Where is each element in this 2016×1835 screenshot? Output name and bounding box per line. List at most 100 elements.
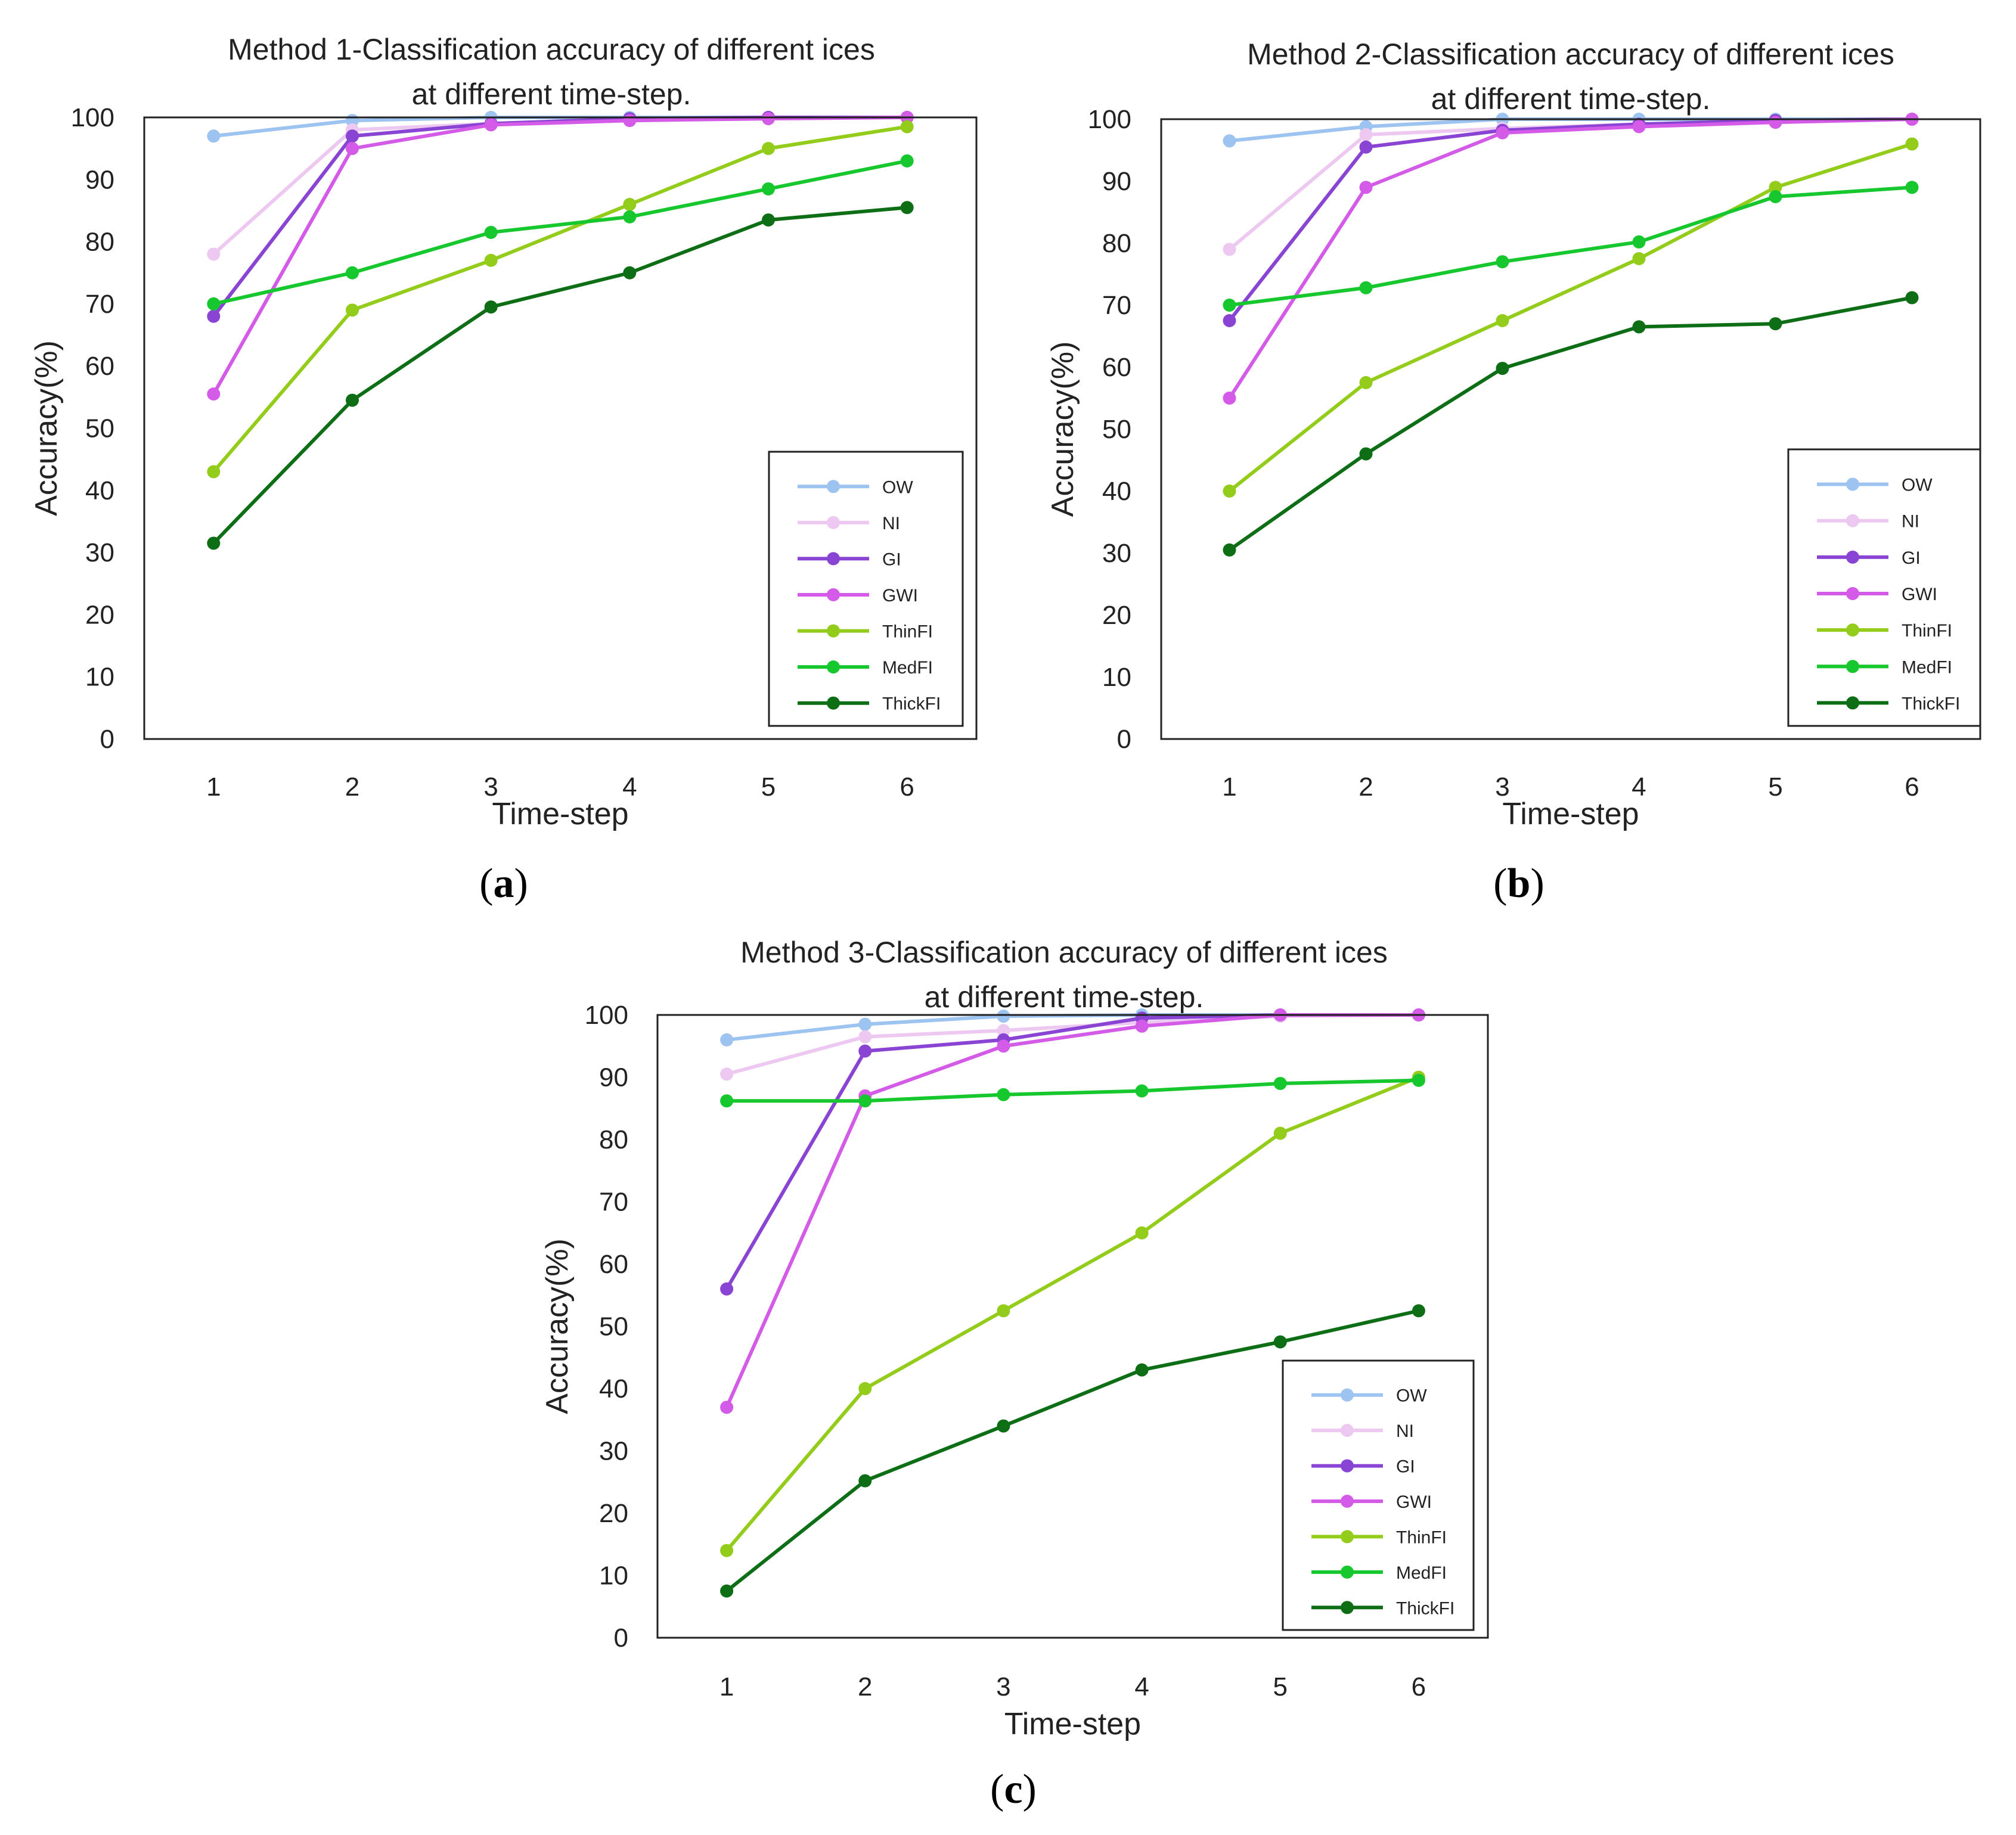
legend-swatch-marker <box>1846 514 1859 527</box>
data-point-thickfi <box>1632 320 1646 334</box>
legend-entry-gi: GI <box>1902 548 1921 568</box>
y-axis-label: Accuracy(%) <box>540 1238 575 1414</box>
series-line-thinfi <box>1228 142 1913 493</box>
y-tick-label: 90 <box>599 1063 628 1092</box>
series-line-thinfi <box>212 125 908 473</box>
x-tick-label: 5 <box>761 772 776 802</box>
chart-title-line: at different time-step. <box>1431 82 1711 116</box>
series-line-gi <box>725 1013 1419 1290</box>
data-point-thinfi <box>1632 252 1646 265</box>
legend-swatch-marker <box>1846 660 1859 673</box>
legend-swatch-marker <box>1341 1530 1354 1544</box>
series-line-gwi <box>1227 117 1912 399</box>
data-point-medfi <box>1769 190 1782 203</box>
legend-entry-ow: OW <box>882 477 913 497</box>
legend: OW NI GI GWI ThinFI MedFI ThickFI <box>768 451 964 727</box>
x-tick-label: 1 <box>206 772 221 802</box>
data-point-thinfi <box>1359 376 1373 389</box>
x-tick-label: 2 <box>345 772 359 802</box>
data-point-thickfi <box>900 201 914 215</box>
y-tick-label: 10 <box>85 663 114 692</box>
data-point-gwi <box>1769 116 1782 129</box>
x-tick-label: 1 <box>719 1672 734 1702</box>
data-point-medfi <box>484 225 498 239</box>
data-point-thinfi <box>1496 314 1509 327</box>
y-tick-label: 10 <box>599 1561 628 1591</box>
series-line-ni <box>1228 117 1912 251</box>
data-point-gi <box>858 1044 872 1058</box>
data-point-medfi <box>1905 181 1919 194</box>
data-point-thinfi <box>1223 485 1236 498</box>
chart-title-line: Method 3-Classification accuracy of diff… <box>740 936 1388 969</box>
legend-swatch-marker <box>1846 550 1859 564</box>
data-point-thickfi <box>484 300 498 314</box>
data-point-thinfi <box>1905 137 1919 151</box>
legend-swatch-marker <box>1341 1388 1354 1402</box>
data-point-medfi <box>623 210 637 223</box>
x-tick-label: 6 <box>1905 772 1919 802</box>
chart-title-line: at different time-step. <box>925 980 1204 1014</box>
data-point-ow <box>997 1010 1010 1023</box>
y-tick-label: 40 <box>1102 477 1131 506</box>
legend: OW NI GI GWI ThinFI MedFI ThickFI <box>1787 448 1981 727</box>
chart-title-line: Method 2-Classification accuracy of diff… <box>1247 38 1894 71</box>
legend-entry-thickfi: ThickFI <box>882 694 941 714</box>
plot-frame <box>656 1014 1489 1639</box>
series-line-gwi <box>212 116 907 395</box>
x-tick-label: 3 <box>483 772 498 802</box>
data-point-thickfi <box>1769 317 1782 331</box>
legend: OW NI GI GWI ThinFI MedFI ThickFI <box>1282 1359 1475 1631</box>
legend-entry-medfi: MedFI <box>1902 657 1952 677</box>
x-tick-label: 4 <box>1632 772 1646 802</box>
chart-a: Method 1-Classification accuracy of diff… <box>29 33 978 831</box>
data-point-thinfi <box>1135 1226 1149 1240</box>
data-point-thickfi <box>997 1419 1010 1433</box>
y-tick-label: 10 <box>1102 663 1131 692</box>
legend-entry-ni: NI <box>1902 512 1919 532</box>
legend-swatch-marker <box>827 696 840 710</box>
y-tick-label: 100 <box>585 1001 628 1030</box>
y-tick-label: 60 <box>1102 353 1131 382</box>
x-tick-label: 6 <box>900 772 914 802</box>
legend-box <box>768 451 964 727</box>
series-line-thickfi <box>1228 296 1913 552</box>
data-point-gwi <box>484 118 498 132</box>
panel-label-a: (a) <box>479 861 528 906</box>
data-point-medfi <box>1359 281 1373 294</box>
x-tick-label: 3 <box>996 1672 1010 1702</box>
chart-title-line: at different time-step. <box>412 77 691 111</box>
legend-entry-thinfi: ThinFI <box>882 622 933 642</box>
data-point-gi <box>720 1282 734 1296</box>
data-point-thinfi <box>346 303 359 317</box>
plot-frame <box>143 116 978 740</box>
data-point-medfi <box>1412 1073 1425 1087</box>
data-point-thinfi <box>762 142 775 156</box>
data-point-ow <box>858 1017 872 1031</box>
x-tick-label: 5 <box>1768 772 1782 802</box>
data-point-gwi <box>207 387 221 401</box>
data-point-thickfi <box>858 1474 872 1488</box>
y-tick-label: 30 <box>85 538 114 567</box>
x-tick-label: 2 <box>858 1672 872 1702</box>
legend-entry-thickfi: ThickFI <box>1396 1598 1454 1618</box>
data-point-ni <box>720 1067 734 1081</box>
data-point-thinfi <box>1769 181 1782 194</box>
data-point-thinfi <box>858 1382 872 1395</box>
data-point-thickfi <box>1273 1335 1287 1349</box>
legend-swatch-marker <box>1846 587 1859 600</box>
legend-swatch-marker <box>1341 1459 1354 1473</box>
x-tick-label: 1 <box>1222 772 1236 802</box>
y-tick-label: 30 <box>599 1437 628 1466</box>
data-point-thickfi <box>1135 1363 1149 1377</box>
chart-c: Method 3-Classification accuracy of diff… <box>540 936 1489 1741</box>
legend-swatch-marker <box>827 516 840 529</box>
y-tick-label: 80 <box>599 1125 628 1154</box>
legend-entry-thinfi: ThinFI <box>1396 1527 1447 1547</box>
data-point-ni <box>1359 128 1373 141</box>
y-tick-label: 90 <box>85 165 114 194</box>
y-tick-label: 70 <box>85 290 114 319</box>
data-point-medfi <box>207 297 221 311</box>
data-point-thickfi <box>762 213 775 227</box>
data-point-gi <box>1223 314 1236 327</box>
